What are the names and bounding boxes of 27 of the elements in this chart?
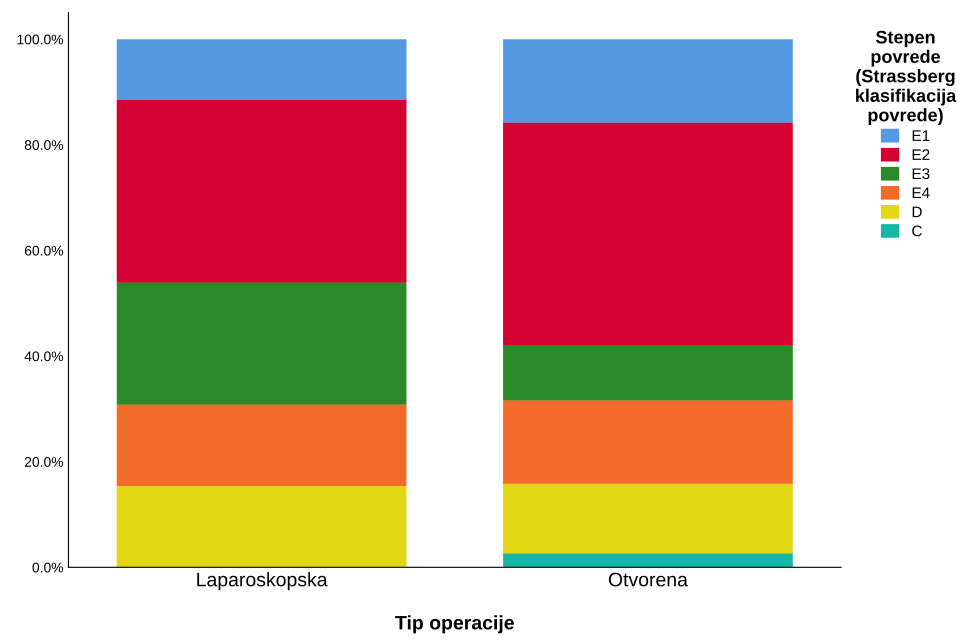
- x-axis-title: Tip operacije: [395, 615, 514, 634]
- bar: [116, 100, 406, 283]
- y-tick-label: 0.0%: [32, 562, 64, 572]
- legend-title: Stepen povrede (Strassberg klasifikacija povrede): [856, 30, 956, 125]
- bar: [503, 39, 793, 123]
- legend-label: E2: [912, 149, 930, 160]
- legend-label: E3: [912, 168, 930, 180]
- legend-label: D: [912, 206, 922, 218]
- bar: [116, 486, 406, 568]
- legend-label: E1: [912, 130, 930, 141]
- bar: [503, 484, 793, 554]
- y-tick-label: 20.0%: [24, 457, 64, 467]
- bar: [503, 122, 793, 345]
- bar: [503, 554, 793, 568]
- bar: [503, 400, 793, 484]
- bar: [503, 344, 793, 400]
- y-tick-label: 80.0%: [24, 140, 64, 150]
- legend-label: E4: [912, 188, 930, 198]
- x-tick-label: Laparoskopska: [197, 572, 328, 590]
- y-tick-label: 60.0%: [24, 246, 64, 256]
- y-tick-label: 100.0%: [18, 34, 64, 44]
- bar: [116, 404, 406, 486]
- x-tick-label: Otvorena: [608, 572, 688, 586]
- y-tick-label: 40.0%: [24, 351, 64, 362]
- bar: [116, 39, 406, 100]
- legend-label: C: [912, 225, 922, 236]
- bar: [116, 282, 406, 405]
